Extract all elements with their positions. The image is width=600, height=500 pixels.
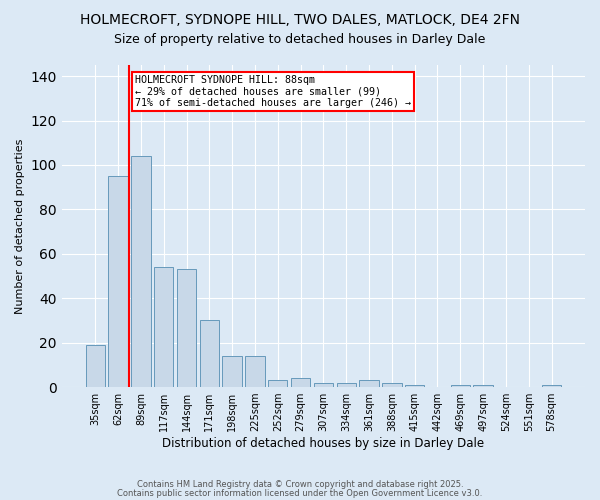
Bar xyxy=(382,382,401,387)
Bar xyxy=(245,356,265,387)
Bar xyxy=(177,270,196,387)
Text: Contains public sector information licensed under the Open Government Licence v3: Contains public sector information licen… xyxy=(118,488,482,498)
Bar xyxy=(337,382,356,387)
Bar xyxy=(405,385,424,387)
X-axis label: Distribution of detached houses by size in Darley Dale: Distribution of detached houses by size … xyxy=(163,437,484,450)
Text: Contains HM Land Registry data © Crown copyright and database right 2025.: Contains HM Land Registry data © Crown c… xyxy=(137,480,463,489)
Bar xyxy=(86,345,105,387)
Text: Size of property relative to detached houses in Darley Dale: Size of property relative to detached ho… xyxy=(115,32,485,46)
Bar xyxy=(359,380,379,387)
Text: HOLMECROFT, SYDNOPE HILL, TWO DALES, MATLOCK, DE4 2FN: HOLMECROFT, SYDNOPE HILL, TWO DALES, MAT… xyxy=(80,12,520,26)
Bar xyxy=(314,382,333,387)
Bar xyxy=(223,356,242,387)
Bar xyxy=(291,378,310,387)
Bar xyxy=(542,385,561,387)
Bar xyxy=(200,320,219,387)
Bar xyxy=(131,156,151,387)
Bar xyxy=(154,267,173,387)
Y-axis label: Number of detached properties: Number of detached properties xyxy=(15,138,25,314)
Bar xyxy=(473,385,493,387)
Bar xyxy=(109,176,128,387)
Bar xyxy=(451,385,470,387)
Bar xyxy=(268,380,287,387)
Text: HOLMECROFT SYDNOPE HILL: 88sqm
← 29% of detached houses are smaller (99)
71% of : HOLMECROFT SYDNOPE HILL: 88sqm ← 29% of … xyxy=(135,74,411,108)
